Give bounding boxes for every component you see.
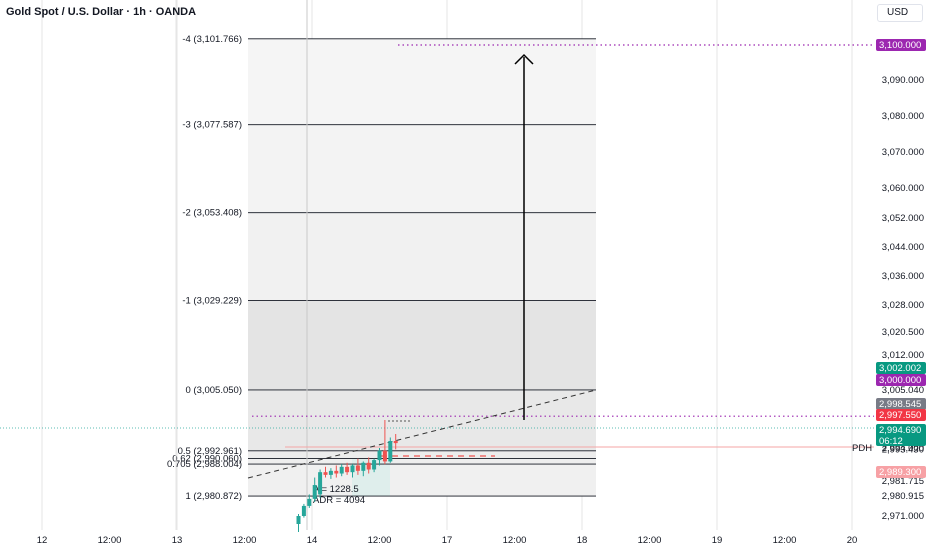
fib-zone [248,458,596,465]
fib-zone [248,464,596,497]
fib-zone [248,300,596,390]
price-tag-label: 3,002.002 [879,363,921,374]
fib-level-label: 0.62 (2,990.060) [172,454,242,465]
price-tag-label: 2,989.300 [879,467,921,478]
x-axis-tick-label: 17 [442,535,453,546]
fib-level-label: 0.705 (2,988.004) [167,459,242,470]
price-tag-label: 2,998.545 [879,399,921,410]
y-axis-tick-label: 3,005.040 [882,385,924,396]
candle-body[interactable] [334,470,339,474]
price-tag-label: 2,994.690 [879,425,921,436]
price-tag [876,39,926,51]
candle-body[interactable] [393,441,398,444]
y-axis-tick-label: 3,036.000 [882,271,924,282]
range-annotation: A = 1228.5 [313,484,359,495]
x-axis-tick-label: 12:00 [98,535,122,546]
x-axis-tick-label: 12 [37,535,48,546]
candle-body[interactable] [355,465,360,471]
candle-body[interactable] [296,516,301,524]
x-axis-tick-label: 14 [307,535,318,546]
y-axis-tick-label: 3,070.000 [882,147,924,158]
pdh-label: PDH [852,443,872,454]
fib-level-label: -2 (3,053.408) [182,208,242,219]
y-axis-tick-label: 2,993.430 [882,445,924,456]
x-axis-tick-label: 13 [172,535,183,546]
fib-level-label: 0.5 (2,992.961) [178,446,242,457]
y-axis-tick-label: 3,020.500 [882,327,924,338]
y-axis-tick-label: 3,028.000 [882,300,924,311]
price-tag [876,362,926,374]
fib-level-label: 1 (2,980.872) [185,491,242,502]
y-axis-tick-label: 3,052.000 [882,213,924,224]
symbol-title[interactable]: Gold Spot / U.S. Dollar · 1h · OANDA [6,6,197,18]
x-axis-tick-label: 12:00 [638,535,662,546]
x-axis-tick-label: 12:00 [503,535,527,546]
price-tag [876,424,926,446]
trend-line [247,389,597,479]
candle-body[interactable] [312,485,317,499]
candle-body[interactable] [328,470,333,475]
y-axis-tick-label: 3,012.000 [882,350,924,361]
y-axis-tick-label: 3,080.000 [882,111,924,122]
candle-body[interactable] [307,498,312,506]
candle-body[interactable] [366,462,371,470]
price-tag [876,466,926,478]
y-axis-tick-label: 2,971.000 [882,511,924,522]
x-axis-tick-label: 12:00 [773,535,797,546]
candle-body[interactable] [388,441,393,462]
price-tag [876,398,926,410]
y-axis-tick-label: 3,044.000 [882,242,924,253]
price-tag-label: 3,100.000 [879,40,921,51]
x-axis-tick-label: 12:00 [368,535,392,546]
adr-annotation: ADR = 4094 [313,495,365,506]
candle-body[interactable] [318,472,323,495]
candle-body[interactable] [323,472,328,475]
y-axis-tick-label: 2,980.915 [882,491,924,502]
fib-level-label: -3 (3,077.587) [182,120,242,131]
candle-body[interactable] [377,450,382,461]
countdown-label: 06:12 [879,436,903,447]
y-axis-tick-label: 3,060.000 [882,183,924,194]
candle-body[interactable] [361,462,366,471]
x-axis-tick-label: 18 [577,535,588,546]
x-axis-tick-label: 20 [847,535,858,546]
y-axis-tick-label: 2,994.000 [882,443,924,454]
fib-zone [248,212,596,301]
candle-body[interactable] [345,466,350,473]
fib-level-label: -1 (3,029.229) [182,296,242,307]
fib-zone [248,389,596,451]
candle-body[interactable] [301,505,306,516]
price-tag-label: 2,997.550 [879,410,921,421]
fib-level-label: 0 (3,005.050) [185,385,242,396]
candle-body[interactable] [339,466,344,474]
price-tag [876,409,926,421]
candle-body[interactable] [372,460,377,470]
candle-body[interactable] [350,465,355,473]
candle-body[interactable] [382,450,387,462]
fib-level-label: -4 (3,101.766) [182,34,242,45]
fib-zone [248,450,596,459]
fib-zone [248,38,596,125]
y-axis-tick-label: 2,981.715 [882,476,924,487]
y-axis-tick-label: 3,090.000 [882,75,924,86]
x-axis-tick-label: 12:00 [233,535,257,546]
price-tag-label: 3,000.000 [879,375,921,386]
projection-arrow-head [514,53,534,65]
x-axis-tick-label: 19 [712,535,723,546]
price-tag [876,374,926,386]
currency-button[interactable]: USD [877,4,923,22]
fib-zone [248,124,596,213]
